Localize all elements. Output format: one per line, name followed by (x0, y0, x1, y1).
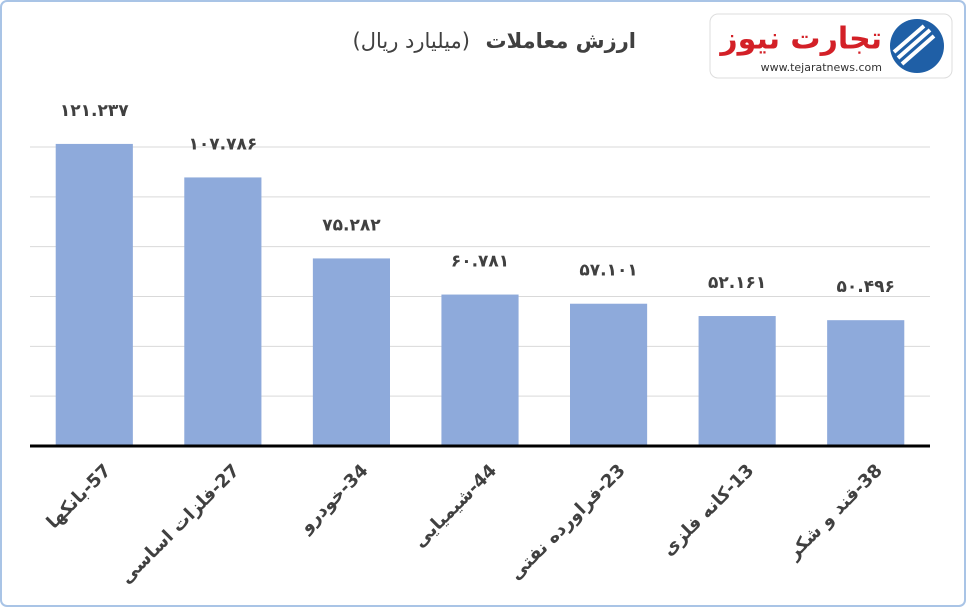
logo-url: www.tejaratnews.com (761, 61, 882, 74)
data-label: ۷۵.۲۸۲ (322, 215, 381, 235)
bar (827, 320, 905, 446)
logo-name: تجارت نیوز (718, 22, 882, 57)
data-label: ۶۰.۷۸۱ (451, 252, 509, 272)
data-label: ۱۰۷.۷۸۶ (188, 134, 257, 154)
bar (312, 258, 390, 446)
data-label: ۱۲۱.۲۳۷ (60, 101, 129, 121)
data-label: ۵۷.۱۰۱ (579, 261, 637, 281)
logo-icon-lines (892, 24, 936, 66)
logo: تجارت نیوز www.tejaratnews.com (709, 13, 953, 79)
chart-subtitle: (میلیارد ریال) (353, 29, 471, 53)
data-label: ۵۲.۱۶۱ (708, 273, 766, 293)
data-label: ۵۰.۴۹۶ (837, 277, 895, 297)
logo-box (709, 13, 953, 79)
bar (441, 294, 519, 446)
bar (570, 303, 648, 446)
logo-icon (890, 19, 944, 73)
bar (55, 143, 133, 447)
bar (698, 316, 776, 446)
chart-title: ارزش معاملات (486, 29, 636, 53)
bar (184, 177, 262, 446)
